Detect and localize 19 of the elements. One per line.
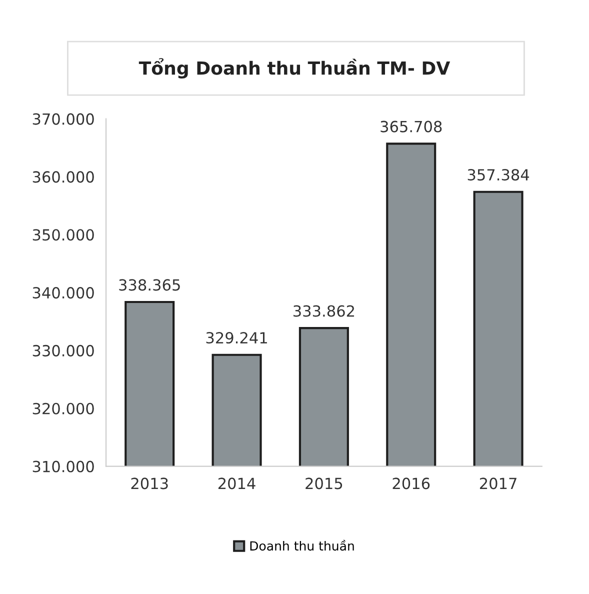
y-tick-label: 360.000 — [32, 171, 94, 183]
legend-label: Doanh thu thuần — [250, 540, 354, 551]
chart-title: Tổng Doanh thu Thuần TM- DV — [138, 58, 450, 79]
x-tick-label: 2017 — [480, 478, 516, 490]
y-tick-label: 370.000 — [32, 113, 94, 125]
x-tick-label: 2014 — [218, 478, 256, 490]
y-tick-label: 310.000 — [32, 460, 94, 472]
data-label: 357.384 — [468, 169, 530, 181]
data-label: 365.708 — [380, 120, 442, 132]
data-label: 329.241 — [206, 332, 267, 344]
y-tick-label: 330.000 — [32, 344, 94, 356]
data-label: 333.862 — [294, 305, 354, 317]
y-tick-label: 340.000 — [32, 287, 94, 299]
x-tick-label: 2013 — [131, 478, 168, 490]
x-tick-label: 2015 — [306, 478, 342, 490]
x-tick-label: 2016 — [392, 478, 430, 490]
y-tick-label: 320.000 — [32, 402, 94, 414]
data-label: 338.365 — [119, 279, 180, 291]
y-tick-label: 350.000 — [32, 229, 94, 241]
